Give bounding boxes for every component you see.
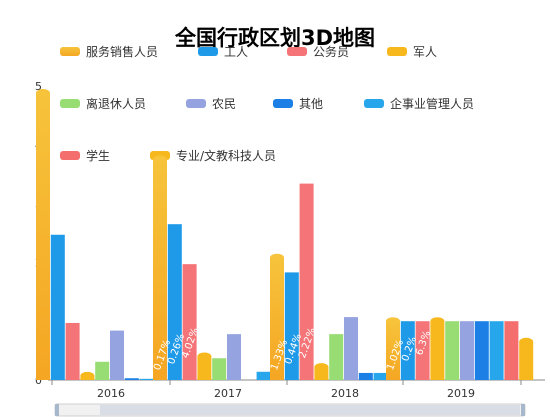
legend-label: 专业/文教科技人员 — [176, 148, 276, 163]
bar — [124, 378, 139, 380]
y-tick-label: 0 — [35, 374, 42, 387]
bar — [519, 341, 534, 380]
legend-label: 公务员 — [313, 44, 349, 59]
bar — [110, 330, 124, 380]
bars — [36, 89, 534, 380]
bar — [504, 321, 519, 380]
x-axis: 2016 2017 2018 2019 — [51, 380, 522, 400]
bar — [65, 322, 80, 380]
bar — [386, 321, 400, 380]
x-tick-label: 2017 — [214, 387, 242, 400]
bar — [474, 321, 489, 380]
bar-cap — [314, 363, 329, 372]
zoom-slider-handle-left[interactable] — [55, 404, 59, 416]
bar — [445, 321, 460, 380]
legend-label: 农民 — [212, 97, 236, 111]
bar — [400, 321, 415, 380]
bar-cap — [153, 155, 167, 164]
bar — [167, 224, 182, 380]
legend-swatch — [60, 47, 80, 56]
bar — [329, 334, 344, 380]
legend-swatch — [60, 151, 80, 160]
bar-cap — [519, 337, 534, 346]
bar — [50, 234, 65, 380]
zoom-slider-handle-right[interactable] — [521, 404, 525, 416]
x-tick-label: 2016 — [97, 387, 125, 400]
bar — [460, 321, 474, 380]
bar — [299, 183, 314, 380]
legend-item[interactable]: 服务销售人员 — [60, 44, 158, 59]
bar — [344, 317, 358, 380]
y-tick-label: 5 — [35, 80, 42, 93]
legend-item[interactable]: 企事业管理人员 — [364, 96, 474, 111]
legend-label: 离退休人员 — [86, 96, 146, 111]
legend-swatch — [364, 99, 384, 108]
legend-label: 工人 — [224, 45, 248, 59]
legend-item[interactable]: 其他 — [273, 97, 323, 111]
bar — [284, 272, 299, 380]
legend-item[interactable]: 军人 — [387, 45, 437, 59]
bar-cap — [36, 89, 50, 98]
x-tick-label: 2019 — [447, 387, 475, 400]
legend-label: 服务销售人员 — [86, 44, 158, 59]
legend-item[interactable]: 离退休人员 — [60, 96, 146, 111]
legend-label: 军人 — [413, 45, 437, 59]
bar — [36, 93, 50, 380]
legend-swatch — [287, 47, 307, 56]
legend-swatch — [60, 99, 80, 108]
bar — [95, 361, 110, 380]
bar — [197, 356, 212, 380]
bar — [489, 321, 504, 380]
bar — [256, 371, 271, 380]
legend-item[interactable]: 专业/文教科技人员 — [150, 148, 276, 163]
bar — [430, 321, 445, 380]
legend-item[interactable]: 工人 — [198, 45, 248, 59]
zoom-slider[interactable] — [54, 403, 526, 417]
bar-cap — [386, 317, 400, 326]
legend-swatch — [387, 47, 407, 56]
legend-swatch — [273, 99, 293, 108]
bar — [153, 159, 167, 380]
bar — [415, 321, 430, 380]
bar — [182, 264, 197, 380]
bar — [212, 358, 227, 380]
legend-item[interactable]: 公务员 — [287, 44, 349, 59]
bar-cap — [430, 317, 445, 326]
legend-label: 其他 — [299, 97, 323, 111]
bar — [358, 372, 373, 380]
bar-cap — [197, 352, 212, 361]
bar — [270, 257, 284, 380]
chart-title: 全国行政区划3D地图 — [174, 26, 375, 50]
legend-item[interactable]: 农民 — [186, 97, 236, 111]
bar — [227, 334, 241, 380]
legend-label: 学生 — [86, 148, 110, 163]
legend-swatch — [198, 47, 218, 56]
legend-label: 企事业管理人员 — [390, 96, 474, 111]
bar — [373, 372, 388, 380]
bar — [139, 378, 154, 380]
x-tick-label: 2018 — [331, 387, 359, 400]
bar-cap — [270, 253, 284, 262]
bar-cap — [80, 371, 95, 380]
legend-item[interactable]: 学生 — [60, 148, 110, 163]
legend-swatch — [186, 99, 206, 108]
